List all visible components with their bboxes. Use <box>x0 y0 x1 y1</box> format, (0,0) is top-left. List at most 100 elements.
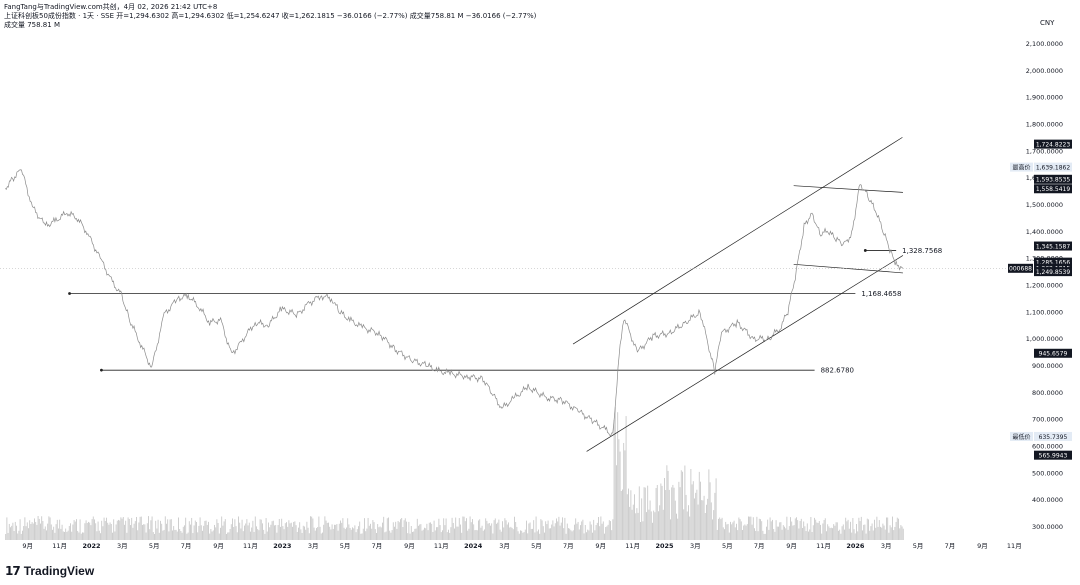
tradingview-logo-text: TradingView <box>23 564 95 578</box>
volume-bar <box>385 531 387 540</box>
x-axis[interactable]: 9月 11月 2022 3月 5月 7月 9月 11月 2023 3月 5月 7月 9月 11月 2024 3… <box>22 542 1021 550</box>
volume-bar <box>36 524 38 540</box>
tradingview-logo[interactable]: 17 TradingView <box>5 564 94 578</box>
volume-bar <box>227 532 229 540</box>
volume-bar <box>721 517 723 540</box>
volume-bar <box>209 533 211 540</box>
volume-bar <box>234 519 236 540</box>
volume-bar <box>52 529 53 540</box>
volume-bar <box>516 526 518 540</box>
volume-bar <box>482 530 484 540</box>
volume-bar <box>163 529 165 540</box>
x-tick-label: 2024 <box>464 542 483 550</box>
volume-bar <box>892 516 893 540</box>
volume-bar <box>652 522 653 540</box>
volume-bar <box>223 521 225 540</box>
volume-bar <box>474 530 476 540</box>
price-axis-label-text: 000688 <box>1009 266 1032 273</box>
volume-bar <box>202 530 203 540</box>
volume-bar <box>450 527 452 540</box>
volume-legend[interactable]: 成交量 758.81 M <box>4 21 60 29</box>
volume-bar <box>844 529 845 540</box>
volume-bar <box>377 524 379 540</box>
volume-bar <box>296 531 298 540</box>
volume-bar <box>446 532 448 540</box>
volume-bar <box>751 524 753 540</box>
volume-bar <box>90 525 92 540</box>
volume-bar <box>565 533 567 540</box>
volume-bar <box>161 523 163 540</box>
horizontal-levels[interactable]: 1,168.4658 882.6780 1,328.7568 <box>68 247 942 375</box>
volume-bar <box>362 528 364 540</box>
volume-bar <box>238 516 239 540</box>
volume-bar <box>198 525 200 540</box>
volume-bar <box>40 523 41 540</box>
volume-bar <box>371 528 373 540</box>
volume-bar <box>185 517 187 540</box>
volume-bar <box>718 518 719 540</box>
volume-bar <box>856 524 857 540</box>
level-label: 1,328.7568 <box>902 247 942 255</box>
volume-bar <box>212 530 214 540</box>
volume-bar <box>58 528 59 540</box>
volume-bar <box>443 518 445 540</box>
volume-bar <box>323 524 325 540</box>
chart-header: FangTang与TradingView.com共创，4月 02, 2026 2… <box>4 3 536 30</box>
volume-bar <box>379 526 381 540</box>
volume-bar <box>390 532 392 540</box>
symbol-ohlc-line[interactable]: 上证科创板50成份指数 · 1天 · SSE 开=1,294.6302 高=1,… <box>4 12 537 20</box>
volume-bar <box>312 518 314 540</box>
volume-bar <box>776 526 778 540</box>
volume-bar <box>397 521 399 540</box>
x-tick-label: 7月 <box>563 542 574 550</box>
currency-label[interactable]: CNY <box>1040 19 1055 27</box>
volume-bar <box>683 509 685 540</box>
volume-bar <box>544 532 545 540</box>
volume-bar <box>22 530 23 540</box>
price-axis-label-text: 1,345.1587 <box>1036 243 1071 250</box>
volume-bar <box>557 521 559 540</box>
volume-bar <box>686 511 688 540</box>
level-anchor-dot <box>68 292 71 295</box>
volume-bar <box>102 526 104 540</box>
volume-bar <box>896 517 898 540</box>
volume-bar <box>666 465 668 540</box>
volume-bar <box>727 523 729 540</box>
volume-bar <box>824 518 826 540</box>
volume-bar <box>187 532 189 540</box>
volume-bar <box>690 469 692 540</box>
volume-bar <box>258 530 260 540</box>
volume-bar <box>848 528 850 540</box>
volume-bar <box>714 492 716 540</box>
price-axis-label-text: 最低价 <box>1012 433 1030 441</box>
volume-bar <box>306 521 308 540</box>
volume-bar <box>734 527 736 540</box>
volume-bar <box>432 531 434 540</box>
volume-bar <box>616 465 617 540</box>
volume-bar <box>769 517 771 540</box>
volume-bar <box>172 530 173 540</box>
volume-bar <box>551 524 553 540</box>
volume-bar <box>228 532 230 540</box>
x-tick-label: 9月 <box>213 542 224 550</box>
volume-bar <box>284 523 286 540</box>
volume-bar <box>109 522 111 540</box>
volume-bar <box>427 530 429 540</box>
volume-bar <box>268 522 269 540</box>
volume-bar <box>539 533 541 540</box>
volume-bar <box>604 533 605 540</box>
volume-bar <box>272 520 274 540</box>
volume-bar <box>250 531 251 540</box>
volume-bar <box>629 506 631 540</box>
volume-bar <box>473 524 475 540</box>
volume-bar <box>424 527 425 540</box>
volume-bar <box>406 521 407 540</box>
trend-channels[interactable] <box>572 137 904 452</box>
volume-bar <box>480 527 482 540</box>
volume-bar <box>356 529 358 540</box>
volume-bar <box>179 529 181 540</box>
volume-bar <box>799 520 801 540</box>
volume-bar <box>553 526 555 540</box>
volume-bar <box>623 442 625 540</box>
